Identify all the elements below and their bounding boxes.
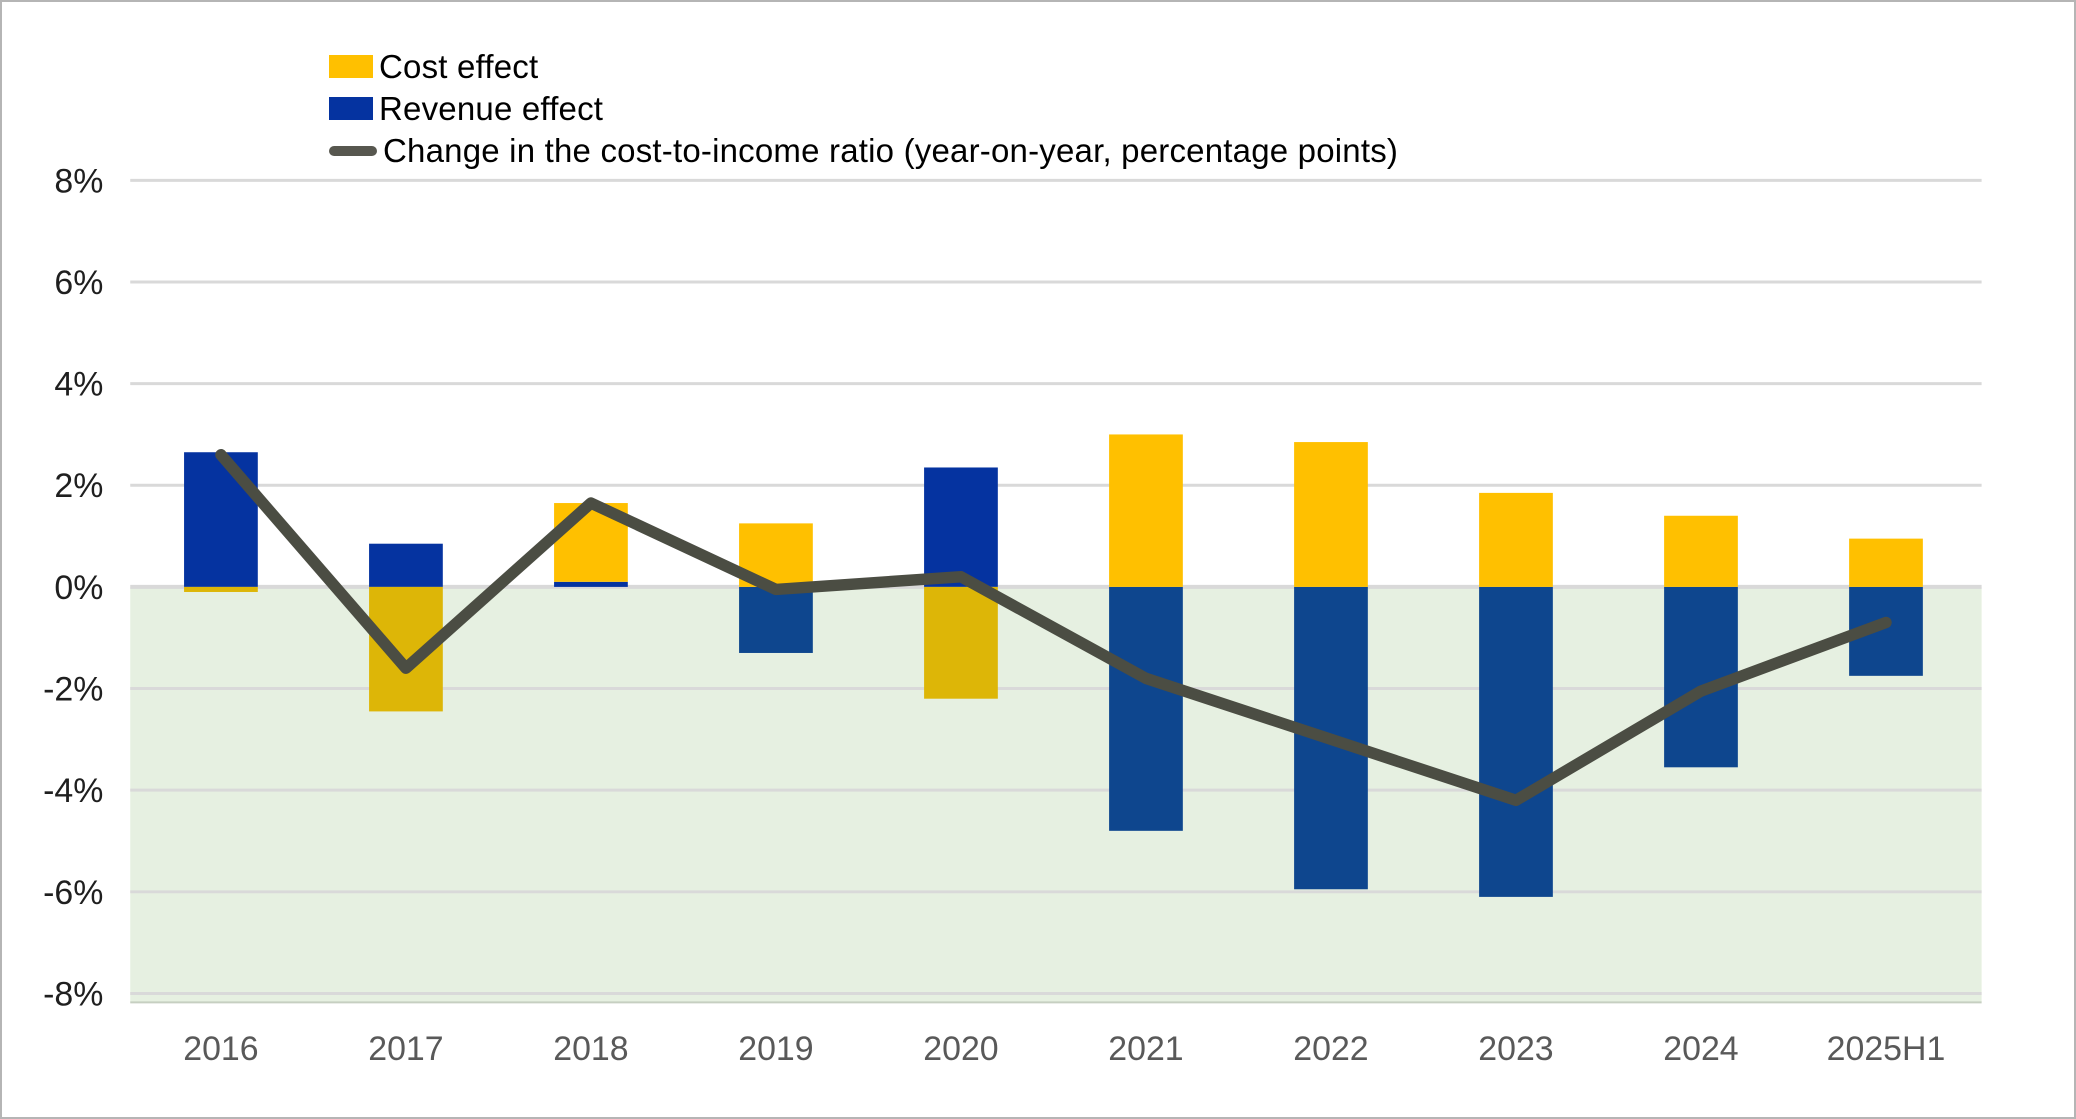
legend-item-cost-to-income-line: Change in the cost-to-income ratio (year… bbox=[329, 131, 1399, 169]
cost-to-income-ratio-line bbox=[215, 449, 1892, 807]
x-axis-tick-2024: 2024 bbox=[1663, 1030, 1738, 1068]
cost-to-income-line-label: Change in the cost-to-income ratio (year… bbox=[383, 131, 1399, 169]
x-axis-tick-2018: 2018 bbox=[553, 1030, 628, 1068]
bar-cost-2016 bbox=[184, 586, 258, 592]
bar-cost-2023 bbox=[1479, 492, 1553, 587]
x-axis-tick-2022: 2022 bbox=[1293, 1030, 1368, 1068]
y-axis-tick--6pct: -6% bbox=[43, 874, 103, 912]
y-axis-tick-8pct: 8% bbox=[54, 162, 103, 200]
x-axis-tick-2023: 2023 bbox=[1478, 1030, 1553, 1068]
y-axis-tick-6pct: 6% bbox=[54, 264, 103, 302]
y-axis-tick-4pct: 4% bbox=[54, 366, 103, 404]
legend-item-cost-effect: Cost effect bbox=[329, 47, 1398, 85]
bar-cost-2024 bbox=[1664, 515, 1738, 587]
legend-item-revenue-effect: Revenue effect bbox=[329, 89, 1398, 127]
y-axis-tick--4pct: -4% bbox=[43, 772, 103, 810]
bar-cost-2021 bbox=[1109, 434, 1183, 587]
bar-revenue-2018 bbox=[554, 581, 628, 587]
bar-cost-2022 bbox=[1294, 442, 1368, 587]
y-axis-tick-2pct: 2% bbox=[54, 467, 103, 505]
y-axis-tick--2pct: -2% bbox=[43, 670, 103, 708]
bar-revenue-2019 bbox=[739, 586, 813, 653]
x-axis-tick-2016: 2016 bbox=[183, 1030, 258, 1068]
cost-effect-swatch bbox=[329, 55, 373, 78]
y-axis-tick-0pct: 0% bbox=[54, 569, 103, 607]
revenue-effect-label: Revenue effect bbox=[379, 89, 604, 127]
y-axis-tick--8pct: -8% bbox=[43, 975, 103, 1013]
x-axis-tick-2021: 2021 bbox=[1108, 1030, 1183, 1068]
x-axis-tick-2019: 2019 bbox=[738, 1030, 813, 1068]
bar-revenue-2023 bbox=[1479, 586, 1553, 897]
bar-cost-2020 bbox=[924, 586, 998, 699]
x-axis-tick-2017: 2017 bbox=[368, 1030, 443, 1068]
bar-revenue-2020 bbox=[924, 467, 998, 587]
revenue-effect-swatch bbox=[329, 97, 373, 120]
bar-revenue-2021 bbox=[1109, 586, 1183, 831]
legend: Cost effect Revenue effect Change in the… bbox=[329, 47, 1399, 169]
bar-revenue-2016 bbox=[184, 452, 258, 587]
bar-cost-2025H1 bbox=[1849, 538, 1923, 587]
x-axis-tick-2025H1: 2025H1 bbox=[1827, 1030, 1946, 1068]
cost-effect-label: Cost effect bbox=[379, 47, 539, 85]
bar-revenue-2017 bbox=[369, 543, 443, 587]
x-axis-tick-2020: 2020 bbox=[923, 1030, 998, 1068]
line-swatch bbox=[329, 145, 377, 156]
